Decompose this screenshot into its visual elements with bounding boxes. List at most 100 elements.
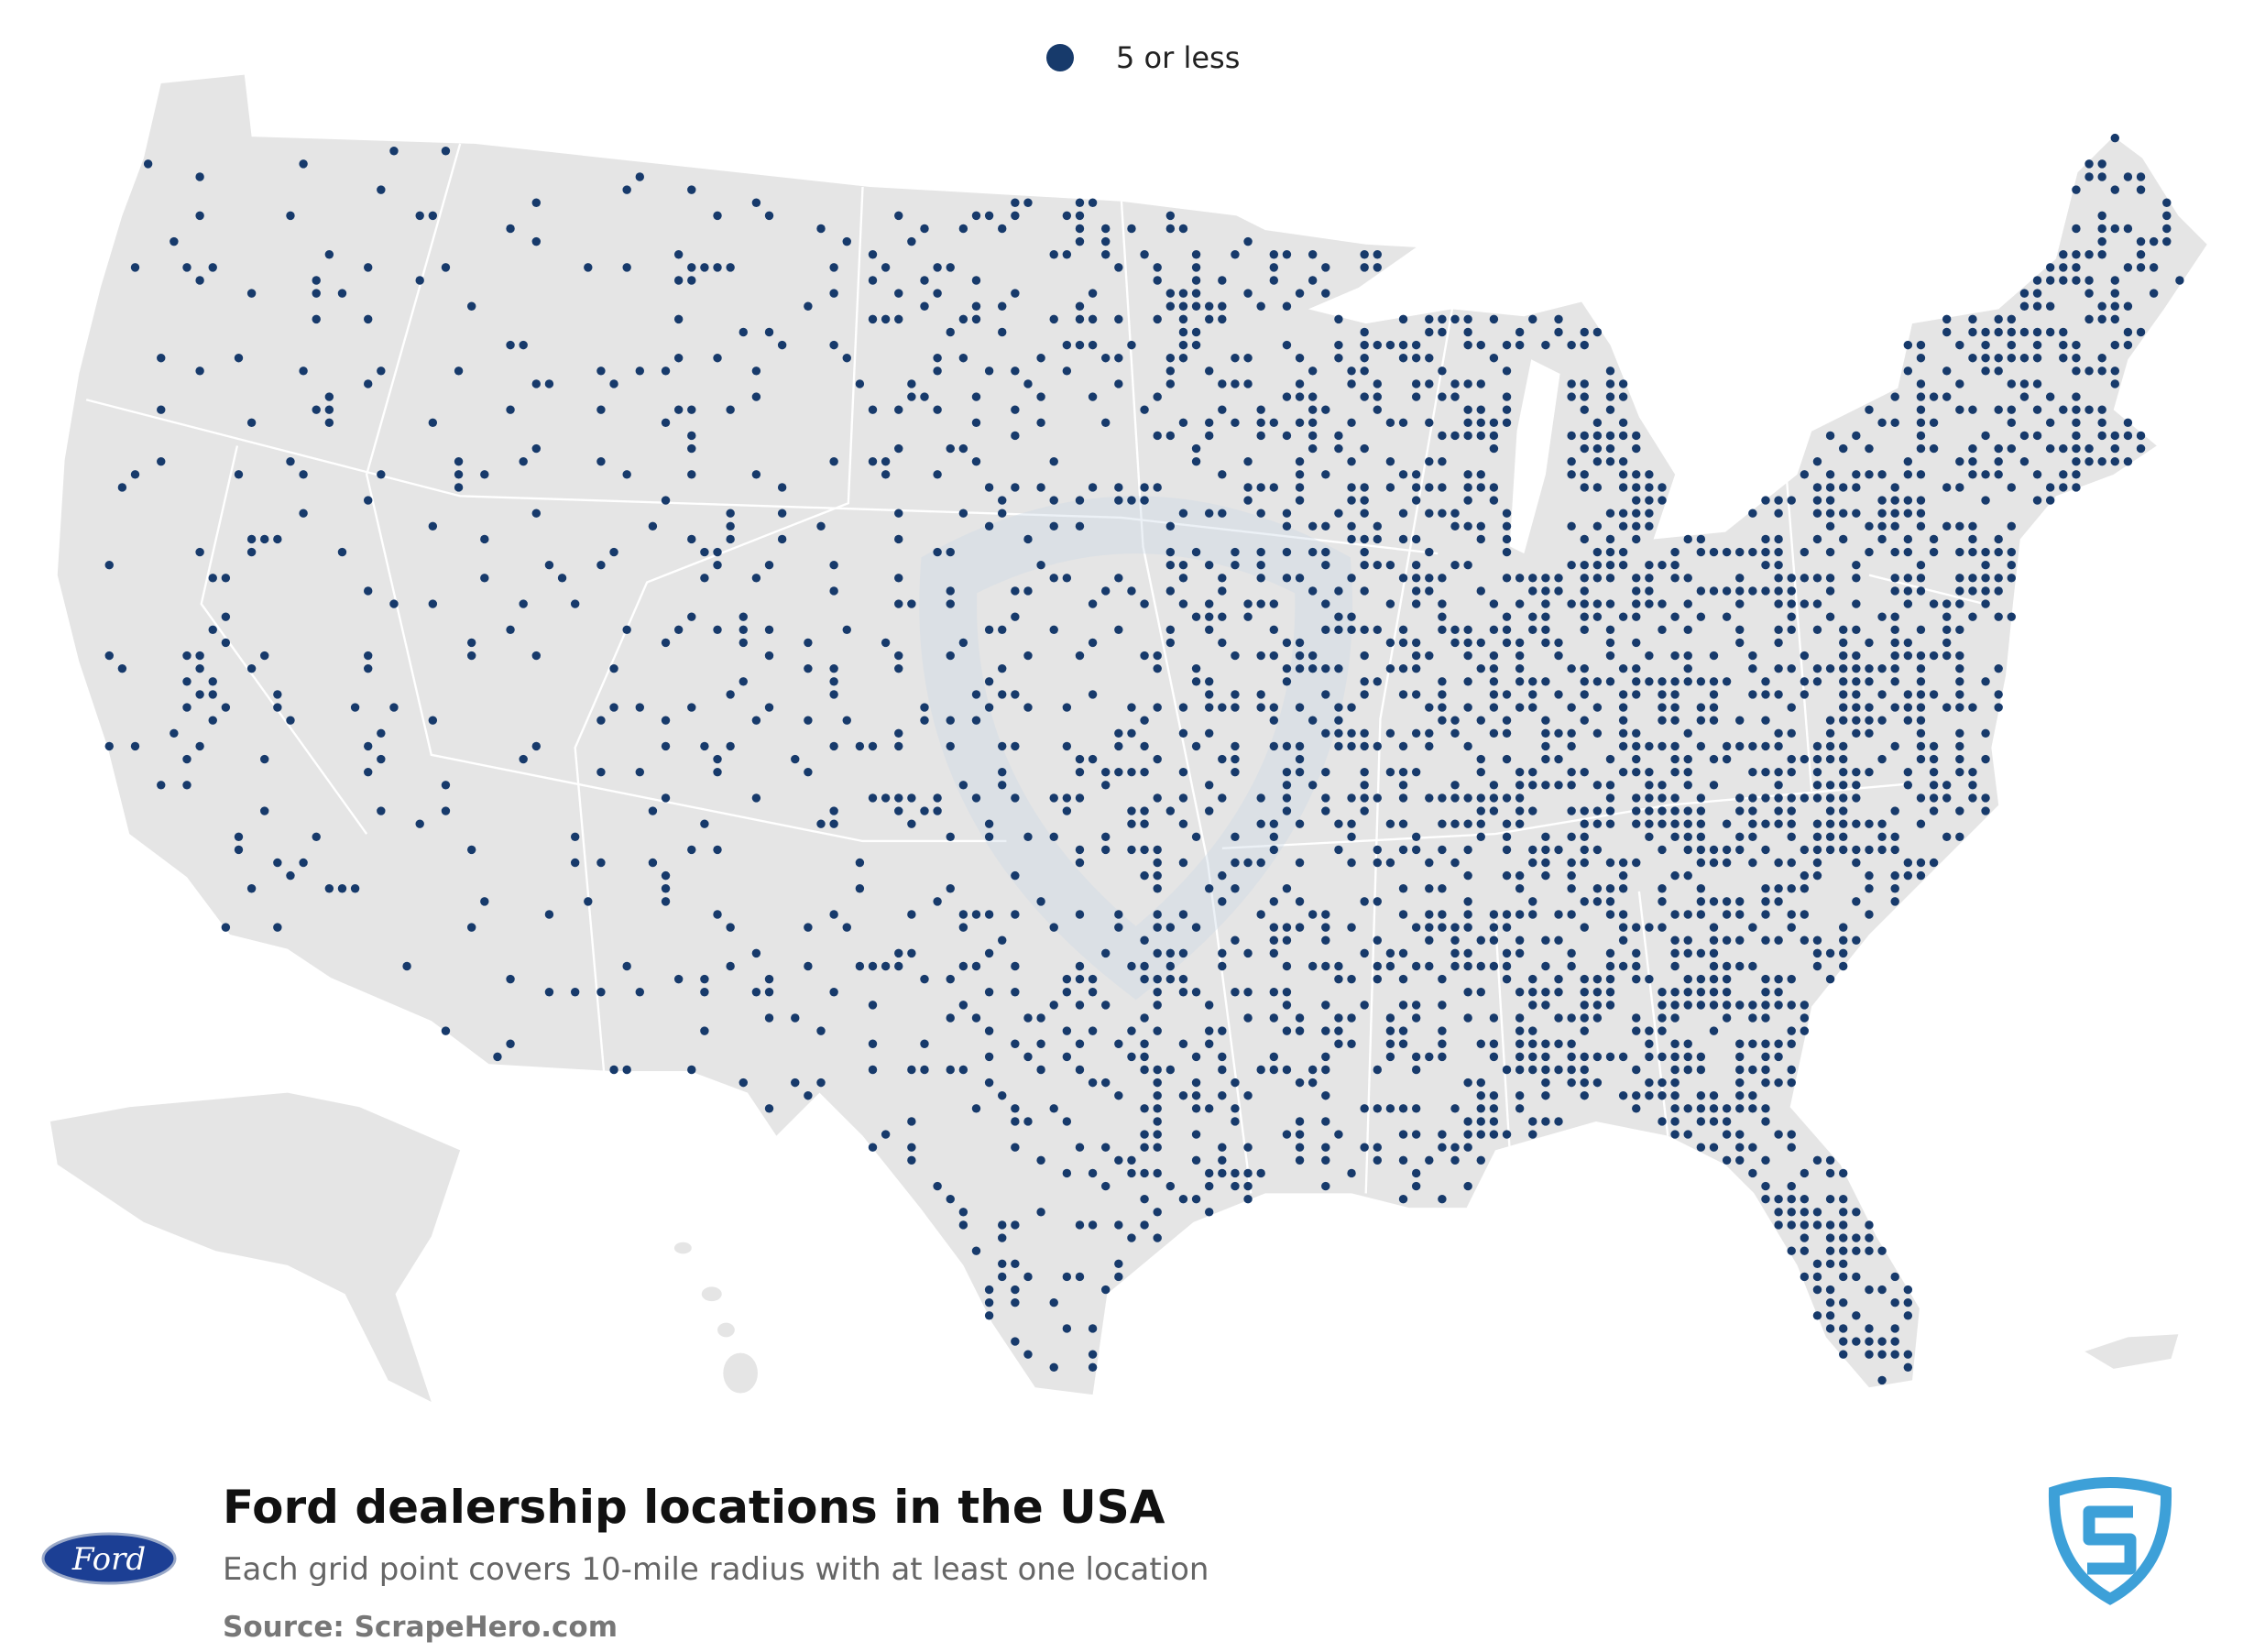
location-dot bbox=[596, 767, 606, 777]
location-dot bbox=[1204, 625, 1214, 635]
location-dot bbox=[1696, 1001, 1706, 1010]
location-dot bbox=[1308, 716, 1318, 725]
location-dot bbox=[1645, 767, 1654, 777]
location-dot bbox=[829, 806, 838, 815]
location-dot bbox=[1425, 728, 1434, 738]
location-dot bbox=[1011, 961, 1020, 971]
location-dot bbox=[1877, 418, 1887, 428]
location-dot bbox=[1398, 793, 1408, 803]
location-dot bbox=[1411, 651, 1421, 661]
location-dot bbox=[1605, 638, 1615, 648]
location-dot bbox=[1800, 910, 1810, 919]
location-dot bbox=[182, 781, 191, 790]
location-dot bbox=[1580, 586, 1589, 596]
location-dot bbox=[1683, 754, 1692, 764]
location-dot bbox=[1373, 935, 1383, 945]
location-dot bbox=[1865, 819, 1874, 828]
location-dot bbox=[1774, 935, 1783, 945]
location-dot bbox=[506, 625, 515, 635]
location-dot bbox=[1839, 781, 1848, 790]
location-dot bbox=[2162, 236, 2172, 246]
location-dot bbox=[1425, 586, 1434, 596]
location-dot bbox=[1165, 923, 1176, 932]
location-dot bbox=[428, 211, 438, 221]
location-dot bbox=[350, 703, 360, 712]
location-dot bbox=[1645, 521, 1654, 531]
location-dot bbox=[1062, 1324, 1072, 1333]
location-dot bbox=[1748, 1168, 1757, 1178]
location-dot bbox=[1178, 599, 1188, 608]
location-dot bbox=[1877, 1337, 1887, 1346]
location-dot bbox=[1645, 651, 1654, 661]
location-dot bbox=[1774, 1039, 1783, 1048]
location-dot bbox=[1153, 663, 1162, 673]
location-dot bbox=[1800, 845, 1810, 855]
location-dot bbox=[1670, 651, 1680, 661]
location-dot bbox=[661, 418, 671, 428]
location-dot bbox=[544, 560, 554, 570]
location-dot bbox=[1502, 961, 1512, 971]
location-dot bbox=[946, 263, 955, 272]
location-dot bbox=[1308, 405, 1318, 414]
location-dot bbox=[1722, 858, 1732, 868]
location-dot bbox=[1463, 483, 1472, 492]
location-dot bbox=[1735, 910, 1745, 919]
location-dot bbox=[454, 483, 464, 492]
location-dot bbox=[1903, 638, 1913, 648]
location-dot bbox=[777, 509, 787, 518]
location-dot bbox=[842, 625, 851, 635]
location-dot bbox=[1787, 599, 1796, 608]
location-dot bbox=[1282, 884, 1292, 893]
location-dot bbox=[1722, 754, 1732, 764]
location-dot bbox=[1618, 612, 1628, 621]
location-dot bbox=[1839, 1337, 1848, 1346]
location-dot bbox=[946, 974, 955, 984]
location-dot bbox=[1218, 301, 1227, 311]
location-dot bbox=[1269, 263, 1279, 272]
location-dot bbox=[1127, 767, 1136, 777]
location-dot bbox=[2019, 379, 2030, 388]
location-dot bbox=[2149, 263, 2159, 272]
location-dot bbox=[1450, 781, 1460, 790]
location-dot bbox=[739, 612, 748, 621]
location-dot bbox=[2032, 496, 2042, 505]
location-dot bbox=[1567, 340, 1576, 350]
location-dot bbox=[1153, 974, 1162, 984]
location-dot bbox=[1463, 845, 1472, 855]
location-dot bbox=[1929, 690, 1939, 699]
location-dot bbox=[596, 367, 606, 376]
location-dot bbox=[1709, 754, 1719, 764]
location-dot bbox=[1761, 586, 1770, 596]
location-dot bbox=[260, 806, 269, 815]
location-dot bbox=[1541, 716, 1550, 725]
location-dot bbox=[466, 651, 476, 661]
location-dot bbox=[1450, 1155, 1460, 1165]
location-dot bbox=[1592, 443, 1603, 454]
location-dot bbox=[1890, 845, 1899, 855]
location-dot bbox=[1165, 961, 1176, 971]
location-dot bbox=[1476, 521, 1485, 531]
location-dot bbox=[1476, 1039, 1485, 1048]
location-dot bbox=[104, 560, 114, 570]
location-dot bbox=[1438, 703, 1447, 712]
location-dot bbox=[1088, 1362, 1098, 1373]
location-dot bbox=[2097, 159, 2106, 169]
location-dot bbox=[1411, 961, 1421, 971]
location-dot bbox=[1360, 728, 1369, 738]
location-dot bbox=[1709, 677, 1719, 686]
location-dot bbox=[1955, 741, 1964, 751]
location-dot bbox=[777, 534, 787, 544]
location-dot bbox=[182, 651, 191, 661]
location-dot bbox=[1580, 431, 1589, 441]
location-dot bbox=[1605, 858, 1615, 868]
location-dot bbox=[635, 703, 645, 712]
location-dot bbox=[971, 1013, 981, 1023]
location-dot bbox=[1075, 198, 1085, 207]
location-dot bbox=[1800, 1246, 1810, 1255]
location-dot bbox=[1541, 1052, 1550, 1062]
location-dot bbox=[1308, 663, 1318, 673]
location-dot bbox=[1696, 845, 1706, 855]
location-dot bbox=[1334, 728, 1343, 738]
location-dot bbox=[1839, 793, 1848, 803]
location-dot bbox=[1178, 224, 1188, 234]
